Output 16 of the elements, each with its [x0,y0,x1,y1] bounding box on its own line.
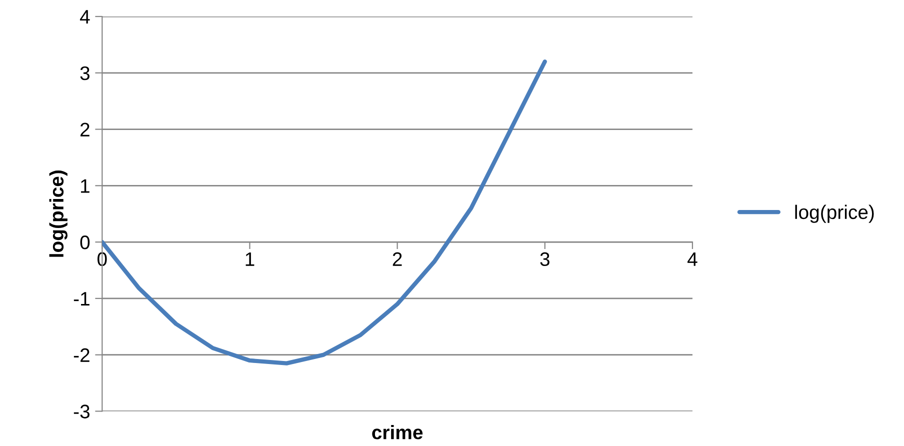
x-axis-title: crime [372,425,423,440]
y-tick-label: 1 [81,179,90,193]
legend-label: log(price) [795,204,874,223]
y-tick-label: -2 [74,348,90,362]
x-tick-label: 1 [246,252,254,266]
x-tick-label: 4 [688,252,698,266]
y-tick-label: 4 [80,10,90,24]
y-tick-label: 3 [80,66,90,80]
x-tick-label: 0 [98,252,107,266]
y-axis-title: log(price) [49,170,68,257]
x-tick-label: 3 [540,252,550,266]
y-tick-label: 2 [80,122,90,136]
y-tick-label: -3 [74,404,90,418]
y-tick-label: 0 [80,236,90,250]
y-tick-label: -1 [74,292,90,306]
x-tick-label: 2 [392,252,402,266]
